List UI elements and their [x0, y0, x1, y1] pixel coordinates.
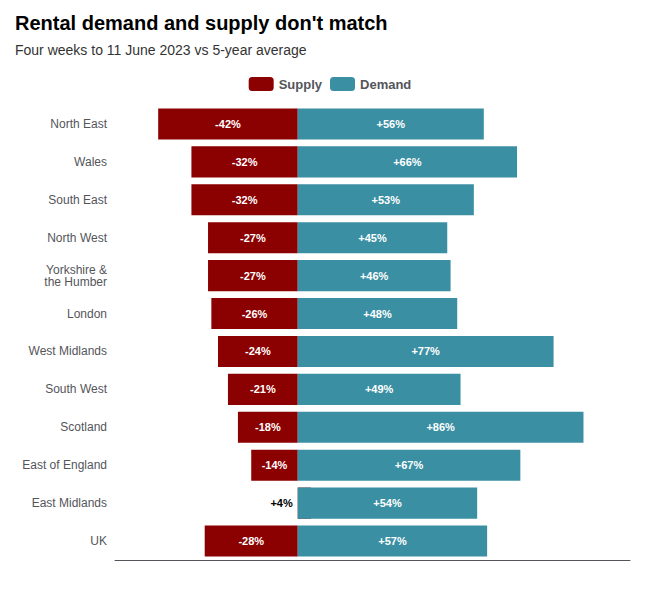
svg-text:+46%: +46%	[360, 270, 389, 282]
svg-text:North West: North West	[47, 231, 107, 245]
svg-text:+77%: +77%	[411, 345, 440, 357]
svg-text:+53%: +53%	[372, 194, 401, 206]
svg-text:+4%: +4%	[270, 497, 293, 509]
svg-text:-26%: -26%	[242, 308, 268, 320]
svg-text:Supply: Supply	[279, 77, 323, 92]
svg-text:+48%: +48%	[363, 308, 392, 320]
svg-text:-18%: -18%	[255, 421, 281, 433]
svg-text:-14%: -14%	[262, 459, 288, 471]
svg-text:Yorkshire &: Yorkshire &	[46, 262, 107, 277]
svg-text:+57%: +57%	[378, 535, 407, 547]
svg-text:London: London	[67, 307, 107, 321]
svg-text:-24%: -24%	[245, 345, 271, 357]
svg-text:-27%: -27%	[240, 232, 266, 244]
svg-text:Demand: Demand	[360, 77, 411, 92]
svg-text:Wales: Wales	[74, 155, 107, 169]
svg-text:the Humber: the Humber	[44, 275, 107, 289]
svg-text:+67%: +67%	[395, 459, 424, 471]
svg-text:+45%: +45%	[358, 232, 387, 244]
svg-text:+86%: +86%	[426, 421, 455, 433]
svg-text:East Midlands: East Midlands	[32, 496, 107, 510]
svg-text:+54%: +54%	[373, 497, 402, 509]
svg-text:-32%: -32%	[232, 156, 258, 168]
svg-text:Scotland: Scotland	[60, 420, 107, 434]
svg-text:North East: North East	[50, 117, 107, 131]
svg-text:Rental demand and supply don't: Rental demand and supply don't match	[15, 12, 388, 34]
svg-text:UK: UK	[90, 534, 107, 548]
svg-text:-21%: -21%	[250, 383, 276, 395]
svg-text:+66%: +66%	[393, 156, 422, 168]
svg-text:-42%: -42%	[215, 118, 241, 130]
svg-text:West Midlands: West Midlands	[29, 344, 107, 358]
svg-text:East of England: East of England	[22, 458, 107, 472]
svg-text:+49%: +49%	[365, 383, 394, 395]
svg-text:South West: South West	[45, 382, 107, 396]
svg-text:-28%: -28%	[238, 535, 264, 547]
svg-text:-32%: -32%	[232, 194, 258, 206]
svg-text:-27%: -27%	[240, 270, 266, 282]
svg-text:Four weeks to 11 June 2023 vs: Four weeks to 11 June 2023 vs 5-year ave…	[15, 42, 307, 58]
svg-text:South East: South East	[48, 193, 107, 207]
svg-text:+56%: +56%	[377, 118, 406, 130]
